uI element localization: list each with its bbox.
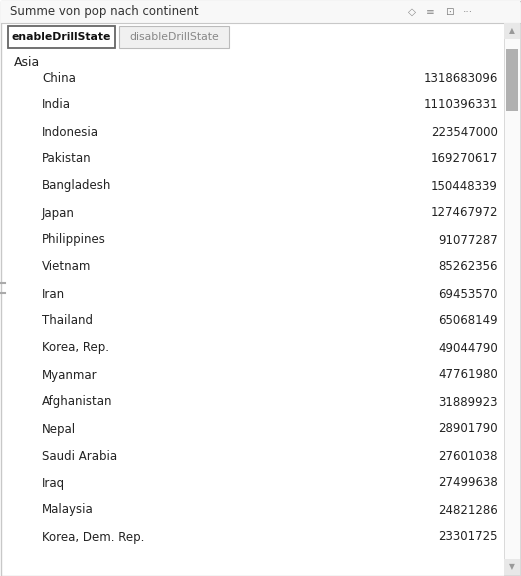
Text: Afghanistan: Afghanistan: [42, 396, 113, 408]
Text: 49044790: 49044790: [438, 342, 498, 354]
Text: 69453570: 69453570: [439, 287, 498, 301]
Text: Iraq: Iraq: [42, 476, 65, 490]
Text: ≡: ≡: [426, 7, 435, 17]
Text: Korea, Dem. Rep.: Korea, Dem. Rep.: [42, 530, 144, 544]
Text: ⊡: ⊡: [444, 7, 453, 17]
Text: 23301725: 23301725: [439, 530, 498, 544]
Text: 24821286: 24821286: [438, 503, 498, 517]
Text: Philippines: Philippines: [42, 233, 106, 247]
Text: Thailand: Thailand: [42, 314, 93, 328]
Text: 127467972: 127467972: [430, 207, 498, 219]
Text: Asia: Asia: [14, 56, 40, 70]
Bar: [119, 26, 229, 48]
Text: 223547000: 223547000: [431, 126, 498, 138]
Text: enableDrillState: enableDrillState: [12, 32, 111, 42]
Bar: [504, 23, 520, 39]
Text: Vietnam: Vietnam: [42, 260, 91, 274]
Text: Korea, Rep.: Korea, Rep.: [42, 342, 109, 354]
Text: 85262356: 85262356: [439, 260, 498, 274]
Text: 28901790: 28901790: [438, 423, 498, 435]
Text: ▲: ▲: [509, 26, 515, 36]
Text: Saudi Arabia: Saudi Arabia: [42, 449, 117, 463]
Text: Bangladesh: Bangladesh: [42, 180, 111, 192]
Text: 47761980: 47761980: [438, 369, 498, 381]
Text: Malaysia: Malaysia: [42, 503, 94, 517]
Text: Indonesia: Indonesia: [42, 126, 99, 138]
Text: Myanmar: Myanmar: [42, 369, 97, 381]
Text: Nepal: Nepal: [42, 423, 76, 435]
Bar: [8, 26, 115, 48]
Text: disableDrillState: disableDrillState: [129, 32, 219, 42]
Text: 65068149: 65068149: [438, 314, 498, 328]
Text: Summe von pop nach continent: Summe von pop nach continent: [10, 6, 199, 18]
Text: ◇: ◇: [408, 7, 416, 17]
Bar: [1, 1, 520, 23]
Text: 1318683096: 1318683096: [424, 71, 498, 85]
Text: ▼: ▼: [509, 563, 515, 571]
Text: Japan: Japan: [42, 207, 75, 219]
Text: Pakistan: Pakistan: [42, 153, 92, 165]
Text: ···: ···: [463, 7, 473, 17]
Bar: [506, 49, 518, 111]
Text: 169270617: 169270617: [431, 153, 498, 165]
Text: India: India: [42, 98, 71, 112]
Text: 1110396331: 1110396331: [424, 98, 498, 112]
Text: 27499638: 27499638: [438, 476, 498, 490]
Text: 91077287: 91077287: [438, 233, 498, 247]
Text: Iran: Iran: [42, 287, 65, 301]
Text: China: China: [42, 71, 76, 85]
Bar: [504, 23, 520, 575]
Text: 27601038: 27601038: [439, 449, 498, 463]
Bar: [504, 559, 520, 575]
Text: 31889923: 31889923: [439, 396, 498, 408]
Text: 150448339: 150448339: [431, 180, 498, 192]
